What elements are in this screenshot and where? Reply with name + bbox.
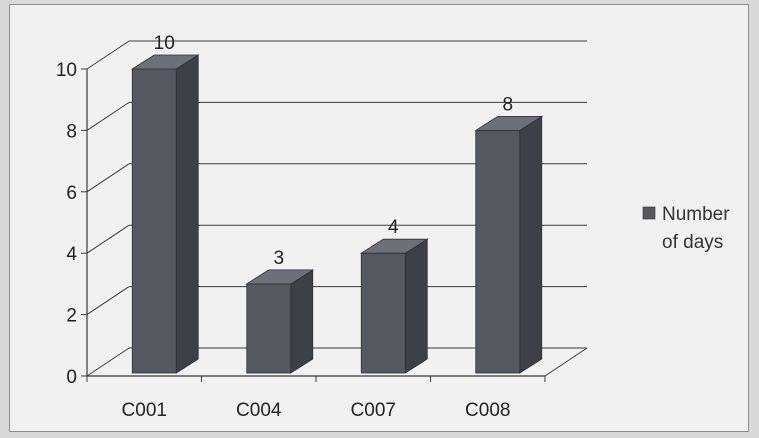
bar-top [359,238,429,254]
x-tick-label: C007 [351,400,396,421]
bar-side [519,115,543,374]
gridline-depth [86,224,130,254]
data-label: 3 [273,248,284,269]
floor-right-edge [544,347,588,377]
bar [360,252,406,374]
y-tick-label: 10 [56,60,77,81]
bar-top [130,54,200,70]
bar-chart: 0 2 4 6 8 10 10 C001 3 C004 4 C007 8 C008 Number of day… [56,33,730,421]
y-tick-label: 4 [66,244,77,265]
legend-label: of days [662,232,723,253]
bar-side [175,54,199,374]
gridline-depth [86,163,130,193]
bar [475,130,521,374]
legend-swatch [642,206,656,220]
bar-side [290,269,314,374]
y-tick-label: 8 [66,121,77,142]
data-label: 4 [388,217,399,238]
chart-area: 0 2 4 6 8 10 10 C001 3 C004 4 C007 8 C008 Number of day… [9,4,749,432]
data-label: 10 [154,33,175,54]
data-label: 8 [502,94,513,115]
bar-top [474,116,544,131]
gridline-depth [86,101,130,131]
gridline-depth [86,347,130,377]
x-tick-label: C001 [122,400,167,421]
y-tick-label: 2 [66,306,77,327]
gridline-depth [86,40,130,70]
bar-top [245,269,315,285]
bar [131,68,177,374]
legend-label: Number [662,204,730,225]
y-tick-label: 0 [66,367,77,388]
gridline-depth [86,286,130,316]
bar-side [404,238,428,374]
bar [246,283,292,374]
y-tick-label: 6 [66,183,77,204]
x-tick-label: C004 [236,400,282,421]
x-tick-label: C008 [465,400,510,421]
